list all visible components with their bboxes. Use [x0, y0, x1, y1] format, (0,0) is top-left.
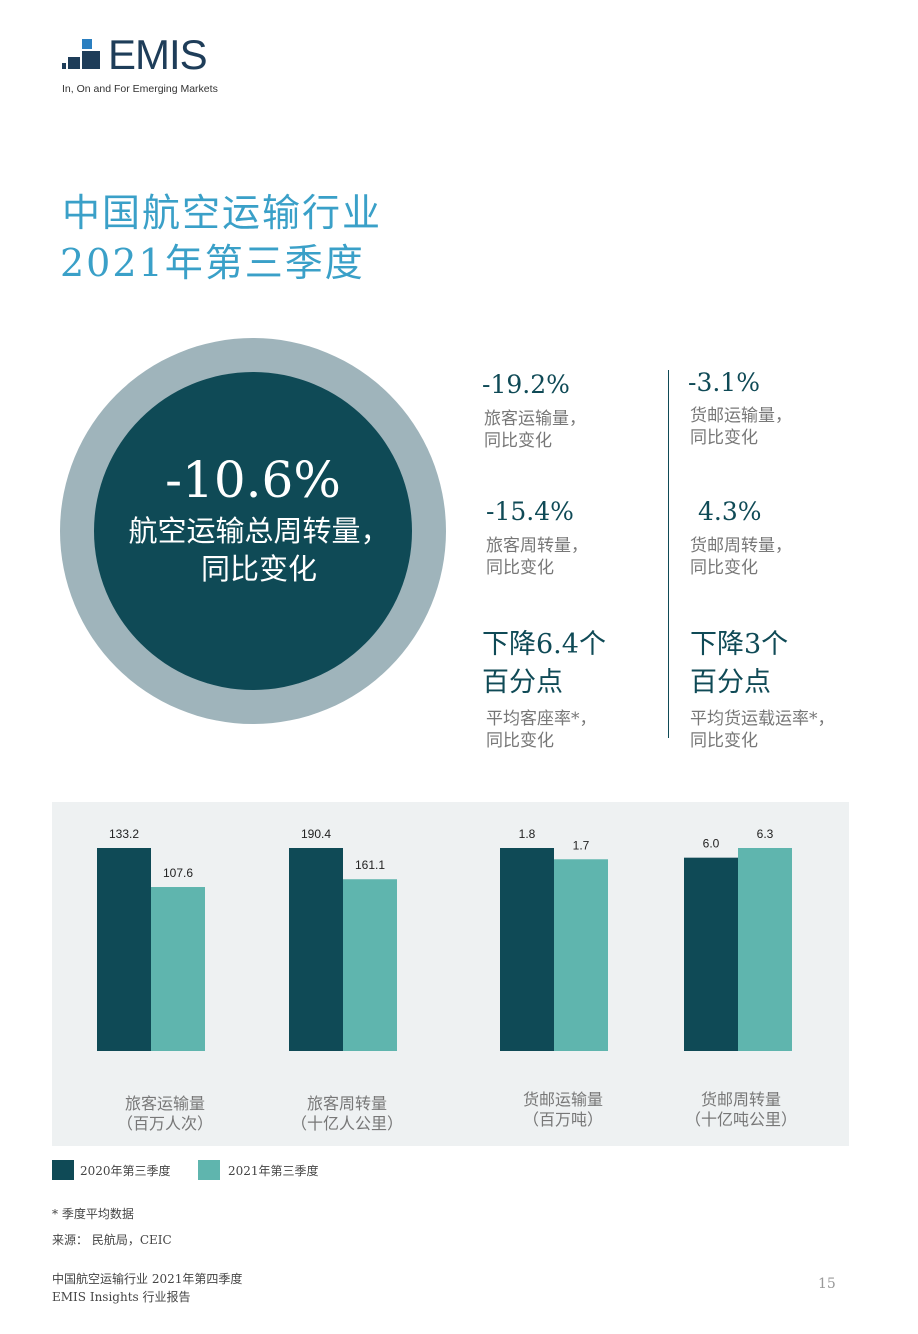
chart-category-label-3: 货邮周转量 （十亿吨公里）	[684, 1090, 797, 1129]
bar-label-series1-cat1: 161.1	[355, 858, 385, 872]
bar-label-series1-cat2: 1.7	[573, 838, 590, 852]
note-source: 来源： 民航局，CEIC	[52, 1233, 172, 1247]
stat-load-factor-label: 平均客座率*， 同比变化	[486, 709, 597, 751]
highlight-circle	[94, 372, 412, 690]
legend-swatch-2021	[198, 1160, 220, 1180]
logo-brand: EMIS	[108, 31, 208, 78]
bar-label-series0-cat3: 6.0	[703, 837, 720, 851]
stats-divider	[668, 370, 669, 738]
bar-label-series0-cat2: 1.8	[519, 827, 536, 841]
stat-cargo-volume-label: 货邮运输量， 同比变化	[690, 406, 792, 448]
stat-cargo-load-factor-value: 下降3个 百分点	[690, 629, 789, 698]
stat-passenger-volume-label: 旅客运输量， 同比变化	[484, 409, 586, 451]
stat-cargo-turnover-label: 货邮周转量， 同比变化	[690, 536, 792, 578]
legend-label-2020: 2020年第三季度	[80, 1164, 171, 1178]
stat-passenger-turnover-value: -15.4%	[486, 497, 574, 526]
stat-cargo-turnover-value: 4.3%	[698, 497, 762, 526]
bar-label-series1-cat3: 6.3	[757, 827, 774, 841]
legend-label-2021: 2021年第三季度	[228, 1164, 319, 1178]
bar-label-series0-cat1: 190.4	[301, 827, 331, 841]
stat-passenger-volume-value: -19.2%	[482, 370, 570, 399]
stat-cargo-load-factor-label: 平均货运载运率*， 同比变化	[690, 709, 835, 751]
legend-swatch-2020	[52, 1160, 74, 1180]
note-asterisk: * 季度平均数据	[52, 1207, 134, 1221]
highlight-label: 航空运输总周转量， 同比变化	[128, 514, 390, 586]
bar-series0-cat1	[289, 848, 343, 1051]
logo-mark-icon	[62, 35, 102, 75]
page-title-line1: 中国航空运输行业	[62, 191, 383, 235]
logo-tagline: In, On and For Emerging Markets	[62, 83, 218, 95]
page-number: 15	[818, 1276, 836, 1292]
bar-label-series0-cat0: 133.2	[109, 827, 139, 841]
bar-series1-cat3	[738, 848, 792, 1051]
highlight-value: -10.6%	[165, 451, 341, 509]
chart-category-label-1: 旅客周转量 （十亿人公里）	[290, 1094, 403, 1133]
bar-label-series1-cat0: 107.6	[163, 866, 193, 880]
bar-series0-cat3	[684, 857, 738, 1051]
chart-category-label-2: 货邮运输量 （百万吨）	[522, 1090, 603, 1129]
footer-line1: 中国航空运输行业 2021年第四季度	[52, 1272, 243, 1286]
bar-series1-cat2	[554, 859, 608, 1051]
bar-series1-cat1	[343, 879, 397, 1051]
footer-line2: EMIS Insights 行业报告	[52, 1290, 191, 1304]
page-title-line2: 2021年第三季度	[60, 241, 365, 285]
stat-cargo-volume-value: -3.1%	[688, 368, 760, 397]
bar-series0-cat2	[500, 848, 554, 1051]
chart-category-label-0: 旅客运输量 （百万人次）	[116, 1094, 213, 1133]
stat-passenger-turnover-label: 旅客周转量， 同比变化	[486, 536, 588, 578]
stat-load-factor-value: 下降6.4个 百分点	[482, 629, 606, 698]
emis-logo: EMIS In, On and For Emerging Markets	[62, 31, 232, 99]
bar-chart: 133.2 107.6 190.4 161.1 1.8 1.7 6.0 6.3	[97, 827, 792, 1051]
bar-series0-cat0	[97, 848, 151, 1051]
bar-series1-cat0	[151, 887, 205, 1051]
